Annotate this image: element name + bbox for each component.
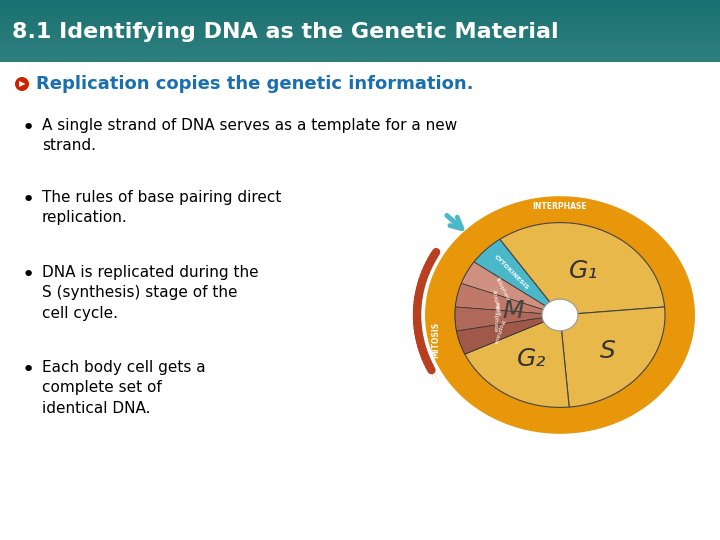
Bar xyxy=(0,20,720,21)
Bar xyxy=(0,58,720,59)
Bar xyxy=(0,27,720,28)
Bar xyxy=(0,11,720,12)
Bar xyxy=(0,28,720,29)
PathPatch shape xyxy=(455,307,560,331)
Bar xyxy=(0,56,720,57)
Bar xyxy=(0,16,720,17)
Bar xyxy=(0,13,720,14)
Text: M: M xyxy=(502,299,523,323)
Bar xyxy=(0,29,720,30)
Text: ▶: ▶ xyxy=(19,79,25,89)
Bar xyxy=(0,48,720,49)
Text: G₂: G₂ xyxy=(516,347,546,371)
Text: CYTOKINESIS: CYTOKINESIS xyxy=(493,254,530,291)
Bar xyxy=(0,23,720,24)
Text: G₁: G₁ xyxy=(568,259,598,284)
Bar xyxy=(0,36,720,37)
PathPatch shape xyxy=(455,262,560,354)
Text: Telophase: Telophase xyxy=(494,275,510,302)
Bar xyxy=(0,42,720,43)
PathPatch shape xyxy=(474,239,560,315)
Bar xyxy=(0,57,720,58)
Text: Replication copies the genetic information.: Replication copies the genetic informati… xyxy=(36,75,474,93)
Bar xyxy=(0,3,720,4)
Bar xyxy=(0,24,720,25)
Bar xyxy=(0,8,720,9)
Bar xyxy=(0,15,720,16)
Bar xyxy=(0,40,720,41)
PathPatch shape xyxy=(455,284,560,315)
Bar xyxy=(0,6,720,7)
PathPatch shape xyxy=(500,222,665,315)
Text: S: S xyxy=(600,339,616,363)
Bar xyxy=(0,22,720,23)
Bar xyxy=(0,35,720,36)
Bar xyxy=(0,2,720,3)
Bar xyxy=(0,32,720,33)
Text: MITOSIS: MITOSIS xyxy=(431,322,441,358)
Text: •: • xyxy=(22,190,35,210)
PathPatch shape xyxy=(456,315,560,354)
Bar xyxy=(0,45,720,46)
Text: •: • xyxy=(22,265,35,285)
Bar xyxy=(0,47,720,48)
Bar xyxy=(0,14,720,15)
Bar xyxy=(0,41,720,42)
PathPatch shape xyxy=(455,222,665,407)
PathPatch shape xyxy=(465,315,569,407)
Text: Anaphase: Anaphase xyxy=(491,289,502,316)
Text: The rules of base pairing direct
replication.: The rules of base pairing direct replica… xyxy=(42,190,282,225)
Text: •: • xyxy=(22,118,35,138)
Bar xyxy=(0,21,720,22)
Text: •: • xyxy=(22,360,35,380)
Text: 8.1 Identifying DNA as the Genetic Material: 8.1 Identifying DNA as the Genetic Mater… xyxy=(12,22,559,42)
PathPatch shape xyxy=(542,299,578,331)
Bar xyxy=(0,30,720,31)
Bar xyxy=(0,38,720,39)
Bar xyxy=(0,33,720,34)
Bar xyxy=(0,59,720,60)
Bar xyxy=(0,50,720,51)
PathPatch shape xyxy=(462,262,560,315)
Text: A single strand of DNA serves as a template for a new
strand.: A single strand of DNA serves as a templ… xyxy=(42,118,457,153)
Text: Metaphase: Metaphase xyxy=(492,302,498,333)
PathPatch shape xyxy=(455,222,665,407)
Bar xyxy=(0,61,720,62)
Bar xyxy=(0,54,720,55)
Bar xyxy=(0,49,720,50)
Text: INTERPHASE: INTERPHASE xyxy=(533,202,588,211)
Bar xyxy=(0,34,720,35)
Circle shape xyxy=(15,77,29,91)
PathPatch shape xyxy=(425,196,695,434)
Bar xyxy=(0,19,720,20)
Bar xyxy=(0,60,720,61)
Bar xyxy=(0,12,720,13)
Bar xyxy=(0,17,720,18)
Bar xyxy=(0,51,720,52)
Bar xyxy=(0,44,720,45)
Bar xyxy=(0,10,720,11)
Bar xyxy=(0,0,720,1)
Bar xyxy=(0,55,720,56)
Bar xyxy=(0,9,720,10)
Bar xyxy=(0,1,720,2)
Bar xyxy=(0,52,720,53)
Bar xyxy=(0,43,720,44)
Bar xyxy=(0,46,720,47)
Bar xyxy=(0,7,720,8)
Bar xyxy=(0,31,720,32)
Text: DNA is replicated during the
S (synthesis) stage of the
cell cycle.: DNA is replicated during the S (synthesi… xyxy=(42,265,258,321)
Bar xyxy=(0,39,720,40)
PathPatch shape xyxy=(560,307,665,407)
Bar xyxy=(0,37,720,38)
Bar xyxy=(0,25,720,26)
Text: Each body cell gets a
complete set of
identical DNA.: Each body cell gets a complete set of id… xyxy=(42,360,206,416)
Bar xyxy=(0,0,720,62)
Text: Prophase: Prophase xyxy=(492,319,504,345)
Bar xyxy=(0,26,720,27)
Bar xyxy=(0,18,720,19)
Bar xyxy=(0,5,720,6)
Bar xyxy=(0,4,720,5)
Bar xyxy=(0,53,720,54)
